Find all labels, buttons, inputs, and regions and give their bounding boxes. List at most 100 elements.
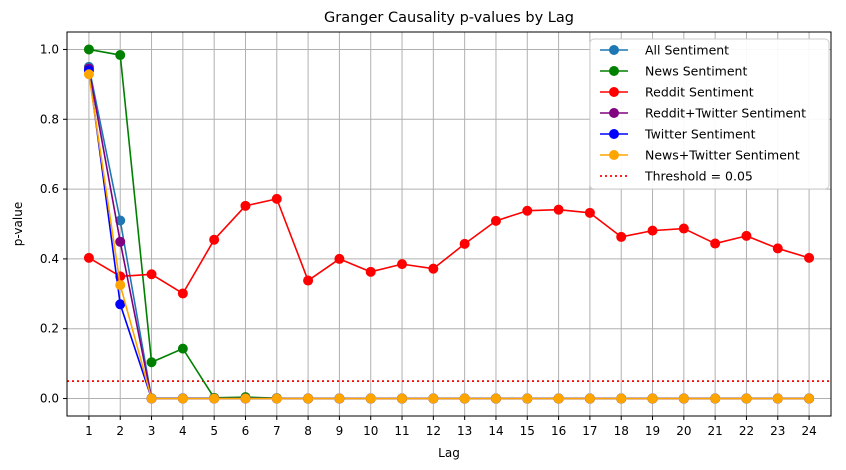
series-point	[678, 223, 689, 234]
x-tick-label: 9	[336, 424, 344, 438]
x-tick-label: 15	[520, 424, 535, 438]
series-point	[83, 69, 94, 80]
series-point	[115, 236, 126, 247]
series-point	[459, 238, 470, 249]
x-tick-label: 6	[242, 424, 250, 438]
legend-label: News Sentiment	[645, 64, 747, 79]
series-point	[490, 393, 501, 404]
x-tick-label: 24	[801, 424, 816, 438]
series-line-6	[88, 73, 810, 400]
legend-marker	[609, 66, 619, 76]
plot-area-frame	[66, 31, 832, 417]
series-point	[365, 393, 376, 404]
series-point	[146, 269, 157, 280]
y-tick-label: 0.0	[40, 392, 59, 406]
series-point	[334, 253, 345, 264]
legend-label: Reddit+Twitter Sentiment	[645, 106, 806, 121]
x-tick-label: 18	[614, 424, 629, 438]
series-point	[334, 393, 345, 404]
legend: All Sentiment News Sentiment Reddit Sentim…	[589, 38, 830, 190]
legend-box	[589, 38, 830, 190]
legend-label: Reddit Sentiment	[645, 85, 754, 100]
series-point	[428, 393, 439, 404]
x-tick-label: 14	[488, 424, 503, 438]
series-point	[522, 393, 533, 404]
series-point	[83, 44, 94, 55]
x-tick-label: 23	[770, 424, 785, 438]
series-point	[616, 231, 627, 242]
x-tick-label: 13	[457, 424, 472, 438]
series-point	[553, 393, 564, 404]
series-layer	[83, 44, 815, 404]
series-point	[271, 193, 282, 204]
series-point	[115, 50, 126, 61]
x-tick-label: 17	[582, 424, 597, 438]
x-tick-label: 10	[363, 424, 378, 438]
series-point	[271, 393, 282, 404]
series-point	[678, 393, 689, 404]
series-point	[772, 393, 783, 404]
y-tick-label: 0.4	[40, 252, 59, 266]
series-point	[553, 204, 564, 215]
grid-lines	[67, 32, 831, 416]
legend-label: Threshold = 0.05	[644, 169, 753, 184]
series-point	[146, 393, 157, 404]
x-tick-label: 5	[210, 424, 218, 438]
x-tick-label: 12	[426, 424, 441, 438]
series-point	[303, 393, 314, 404]
x-tick-label: 7	[273, 424, 281, 438]
series-point	[397, 393, 408, 404]
legend-marker	[609, 108, 619, 118]
series-line-3	[88, 198, 810, 295]
x-tick-label: 19	[645, 424, 660, 438]
series-point	[647, 225, 658, 236]
legend-marker	[609, 150, 619, 160]
series-point	[83, 252, 94, 263]
x-tick-label: 8	[304, 424, 312, 438]
series-point	[772, 243, 783, 254]
x-axis-label: Lag	[438, 446, 460, 460]
series-point	[710, 238, 721, 249]
x-tick-label: 20	[676, 424, 691, 438]
series-point	[365, 266, 376, 277]
series-point	[647, 393, 658, 404]
x-tick-label: 16	[551, 424, 566, 438]
series-point	[616, 393, 627, 404]
series-point	[240, 393, 251, 404]
series-point	[428, 263, 439, 274]
series-point	[209, 393, 220, 404]
y-tick-label: 0.2	[40, 322, 59, 336]
y-axis-label: p-value	[11, 202, 25, 246]
series-point	[741, 393, 752, 404]
series-point	[240, 200, 251, 211]
x-tick-label: 22	[739, 424, 754, 438]
x-tick-label: 21	[708, 424, 723, 438]
series-point	[459, 393, 470, 404]
series-point	[804, 252, 815, 263]
legend-label: News+Twitter Sentiment	[645, 148, 800, 163]
series-point	[115, 280, 126, 291]
chart-title: Granger Causality p-values by Lag	[324, 10, 574, 26]
series-point	[741, 230, 752, 241]
x-tick-label: 4	[179, 424, 187, 438]
legend-label: All Sentiment	[645, 43, 729, 58]
series-point	[177, 393, 188, 404]
series-point	[177, 288, 188, 299]
x-tick-label: 11	[394, 424, 409, 438]
x-tick-label: 2	[116, 424, 124, 438]
y-axis-ticks: 0.0 0.2 0.4 0.6 0.8 1.0	[40, 42, 67, 406]
series-point	[710, 393, 721, 404]
series-point	[115, 299, 126, 310]
x-tick-label: 3	[148, 424, 156, 438]
series-point	[522, 205, 533, 216]
series-point	[584, 207, 595, 218]
series-point	[209, 234, 220, 245]
y-tick-label: 0.6	[40, 182, 59, 196]
series-point	[303, 275, 314, 286]
y-tick-label: 1.0	[40, 42, 59, 56]
legend-label: Twitter Sentiment	[644, 127, 756, 142]
series-point	[490, 215, 501, 226]
series-point	[146, 357, 157, 368]
x-tick-label: 1	[85, 424, 93, 438]
